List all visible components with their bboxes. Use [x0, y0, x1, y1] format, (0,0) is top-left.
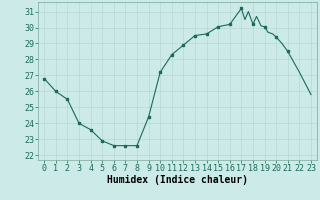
X-axis label: Humidex (Indice chaleur): Humidex (Indice chaleur): [107, 175, 248, 185]
